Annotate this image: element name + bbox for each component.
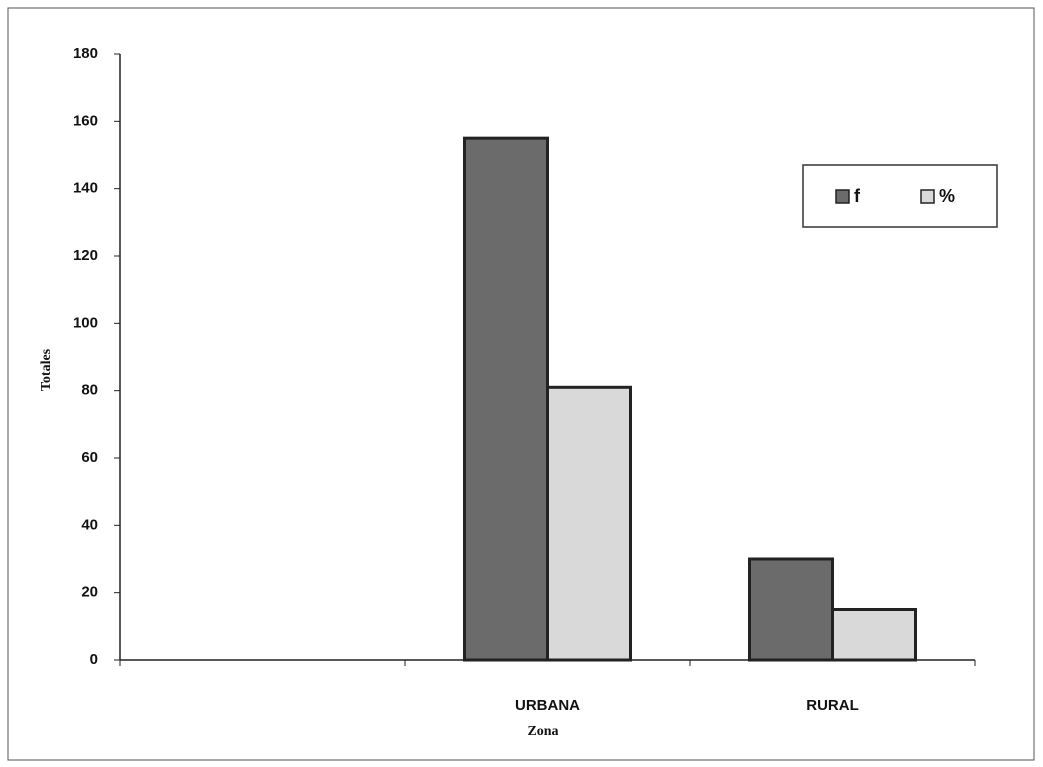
bar [463,136,549,662]
y-tick-label: 0 [90,651,98,668]
legend-swatch [920,189,935,204]
y-tick-label: 80 [81,382,98,399]
legend-box [802,164,998,228]
y-tick-label: 60 [81,449,98,466]
legend-label: f [854,186,861,206]
y-tick-label: 140 [73,180,98,197]
y-tick-label: 180 [73,45,98,62]
chart-frame [7,7,1035,761]
y-tick-label: 40 [81,516,98,533]
y-tick-label: 20 [81,584,98,601]
bar [748,557,834,662]
y-tick-label: 100 [73,314,98,331]
y-axis-title: Totales [39,348,54,391]
y-tick-label: 120 [73,247,98,264]
y-tick-label: 160 [73,112,98,129]
x-tick-label: RURAL [806,697,859,714]
bar [831,608,917,662]
legend-swatch [835,189,850,204]
legend-label: % [939,186,955,206]
bar [546,385,632,662]
x-axis-title: Zona [527,724,558,739]
x-tick-label: URBANA [515,697,580,714]
